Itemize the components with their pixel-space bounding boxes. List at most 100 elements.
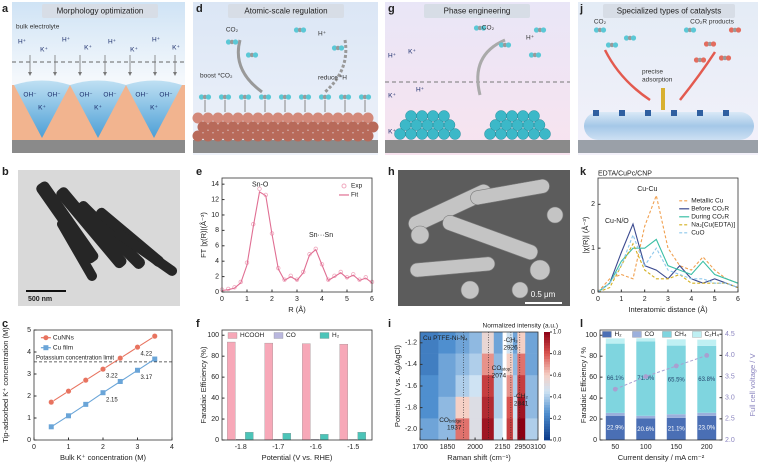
data-label: 3.17 bbox=[141, 375, 153, 381]
atom bbox=[277, 121, 289, 133]
ion-label: H⁺ bbox=[152, 37, 160, 44]
atom bbox=[405, 110, 417, 122]
marker bbox=[99, 366, 107, 373]
atom bbox=[539, 128, 551, 140]
molecule-atom bbox=[732, 27, 738, 33]
heat-cell bbox=[525, 332, 539, 354]
atom bbox=[242, 130, 254, 142]
legend-label: HCOOH bbox=[240, 332, 265, 339]
molecule-atom bbox=[593, 27, 600, 33]
colorbar-step bbox=[544, 377, 550, 381]
ion-label: OH⁻ bbox=[135, 92, 148, 99]
heat-cell bbox=[525, 418, 539, 441]
y2-axis-label: Full cell voltage / V bbox=[748, 354, 757, 417]
data-label: 4.22 bbox=[141, 352, 153, 358]
legend-label: C₂H₄ bbox=[704, 331, 719, 338]
atom bbox=[302, 130, 314, 142]
molecule-atom bbox=[690, 27, 697, 33]
legend-swatch bbox=[319, 332, 330, 339]
legend-swatch bbox=[273, 332, 284, 339]
atom bbox=[317, 121, 329, 133]
legend-label: Before CO₂R bbox=[691, 206, 729, 213]
ion-label: H⁺ bbox=[18, 39, 26, 46]
chart-panel: Potassium concentration limit 3.22 4.22 2.1… bbox=[1, 318, 174, 462]
marker bbox=[152, 356, 158, 362]
colorbar-tick-label: 0.4 bbox=[553, 394, 562, 400]
ion-label: K⁺ bbox=[40, 47, 48, 54]
molecule-atom bbox=[305, 94, 312, 100]
colorbar-step bbox=[544, 394, 550, 398]
y2-marker bbox=[643, 374, 649, 379]
atom bbox=[287, 121, 299, 133]
y-tick-label: 100 bbox=[585, 332, 597, 339]
marker bbox=[363, 275, 368, 280]
x-tick-label: 3 bbox=[666, 296, 670, 303]
colorbar-step bbox=[544, 367, 550, 371]
atom bbox=[495, 110, 507, 122]
panel-title: Phase engineering bbox=[444, 7, 511, 16]
title-box bbox=[603, 4, 735, 18]
marker bbox=[82, 377, 89, 384]
rod bbox=[36, 181, 99, 264]
atom bbox=[237, 121, 249, 133]
data-label: 20.6% bbox=[637, 427, 655, 433]
x-tick-label: 5 bbox=[713, 296, 717, 303]
rod bbox=[470, 178, 550, 206]
molecule-atom bbox=[265, 94, 272, 100]
rod bbox=[409, 256, 496, 278]
bar bbox=[282, 433, 292, 441]
panel-letter: h bbox=[388, 166, 395, 178]
atom bbox=[307, 121, 319, 133]
y2-tick-label: 4.5 bbox=[725, 331, 735, 338]
molecule-atom bbox=[198, 94, 205, 100]
annotation: EDTA/CuPc/CNP bbox=[598, 170, 652, 177]
colorbar-step bbox=[544, 337, 550, 341]
heat-cell bbox=[455, 418, 470, 441]
y2-tick-label: 3.5 bbox=[725, 373, 735, 380]
heat-cell bbox=[512, 332, 518, 354]
x-axis-label: Interatomic distance (Å) bbox=[628, 305, 708, 314]
x-tick-label: 150 bbox=[670, 444, 682, 451]
annotation-text: Cu PTFE-Ni-N₄ bbox=[423, 335, 468, 342]
colorbar-step bbox=[544, 426, 550, 430]
molecule-atom bbox=[322, 94, 328, 100]
panel-title: Atomic-scale regulation bbox=[244, 7, 327, 16]
atom bbox=[362, 130, 374, 142]
rod bbox=[113, 228, 178, 276]
atom bbox=[322, 112, 334, 124]
note: CO₂R products bbox=[690, 19, 734, 26]
y-tick-label: 60 bbox=[211, 374, 219, 381]
x-tick-label: 1850 bbox=[440, 444, 456, 451]
legend-label: CuO bbox=[691, 230, 704, 237]
colorbar-step bbox=[544, 402, 550, 406]
legend-label: CuNNs bbox=[53, 334, 75, 341]
atom bbox=[297, 121, 309, 133]
colorbar-step bbox=[544, 356, 550, 360]
annotation: Cu-N/O bbox=[605, 218, 629, 225]
molecule-atom bbox=[245, 94, 252, 100]
legend-label: Cu film bbox=[53, 344, 73, 351]
molecule-atom bbox=[687, 27, 693, 33]
x-tick-label: 6 bbox=[736, 296, 740, 303]
heat-cell bbox=[481, 375, 495, 398]
atom bbox=[222, 112, 234, 124]
bar bbox=[302, 343, 311, 441]
heat-cell bbox=[504, 418, 514, 441]
annotation-text: CO bbox=[492, 365, 502, 372]
molecule-atom bbox=[331, 45, 338, 51]
ion-label: K⁺ bbox=[388, 93, 396, 100]
arrow-head bbox=[128, 72, 132, 76]
series-line bbox=[597, 233, 739, 293]
molecule-atom bbox=[597, 27, 603, 33]
y-tick-label: 40 bbox=[589, 395, 597, 402]
plot-frame bbox=[221, 329, 373, 441]
legend-label: Na₂[Cu(EDTA)] bbox=[691, 222, 735, 229]
arrow-head bbox=[28, 72, 32, 76]
bar bbox=[245, 431, 254, 441]
arrow-head bbox=[173, 72, 177, 76]
atom bbox=[416, 110, 428, 122]
y-tick-label: 20 bbox=[589, 416, 597, 423]
colorbar-step bbox=[544, 413, 550, 417]
molecule-atom bbox=[232, 39, 239, 45]
atom bbox=[197, 121, 209, 133]
